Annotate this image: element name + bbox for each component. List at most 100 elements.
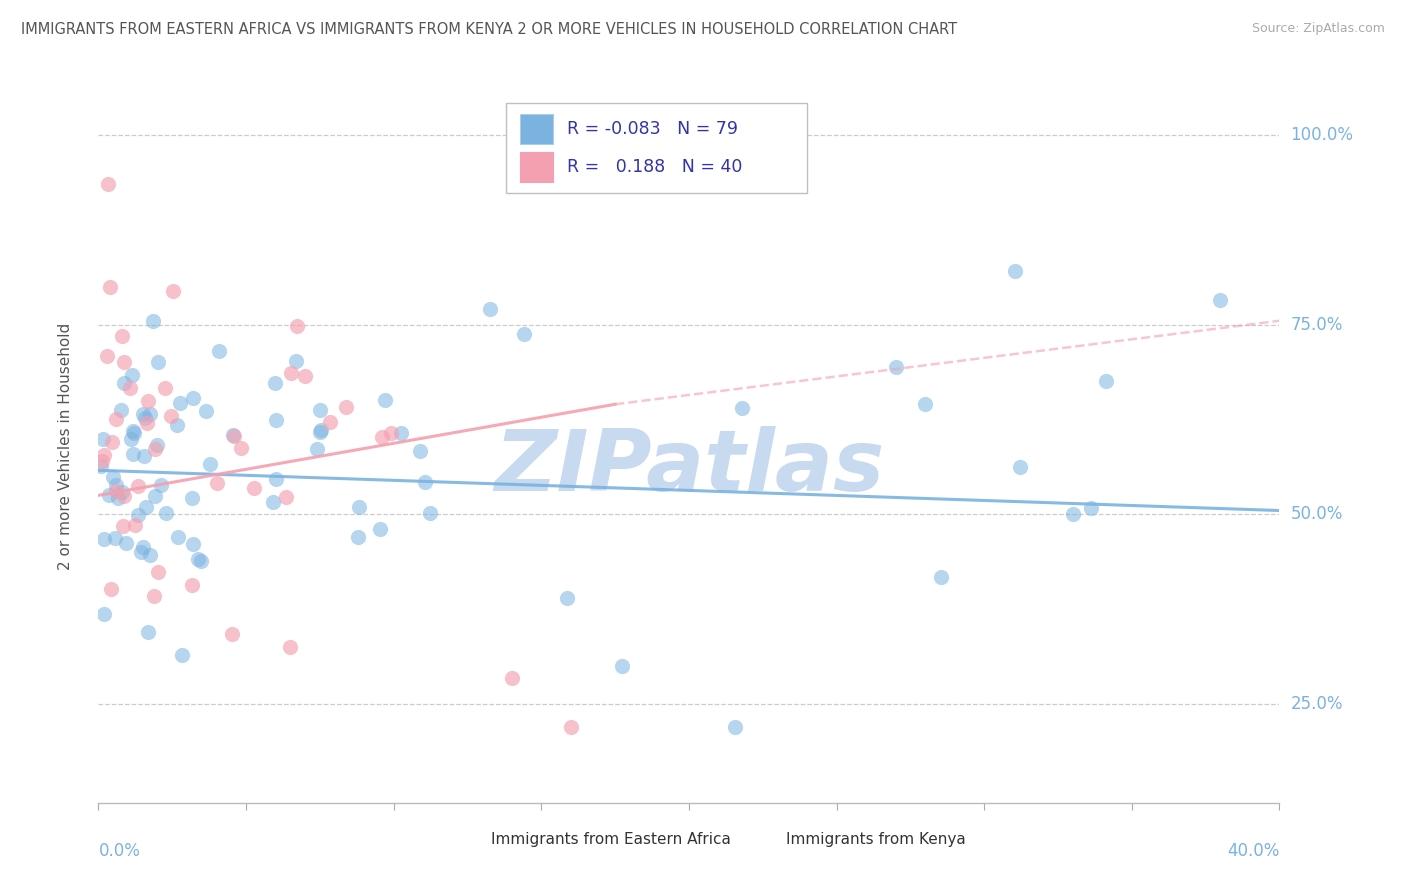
Point bbox=[112, 489, 135, 503]
Point bbox=[136, 624, 159, 639]
Point bbox=[120, 380, 142, 394]
Point bbox=[371, 430, 394, 444]
Point bbox=[145, 489, 167, 503]
Point bbox=[319, 415, 342, 429]
Point bbox=[93, 433, 115, 447]
Point bbox=[181, 577, 204, 591]
Point bbox=[308, 403, 330, 417]
Point bbox=[111, 484, 134, 499]
Point bbox=[93, 532, 115, 546]
Point bbox=[308, 425, 330, 440]
Point bbox=[121, 368, 143, 383]
Point bbox=[1095, 375, 1118, 389]
Point bbox=[146, 354, 169, 368]
Point bbox=[419, 506, 441, 520]
Point bbox=[264, 472, 287, 486]
Point bbox=[181, 491, 204, 505]
Point bbox=[105, 483, 128, 498]
Point bbox=[127, 508, 149, 522]
Bar bbox=[520, 114, 553, 145]
Point bbox=[513, 327, 536, 342]
Point bbox=[143, 442, 166, 457]
Point bbox=[389, 425, 412, 440]
Point bbox=[136, 393, 159, 408]
Bar bbox=[458, 830, 485, 851]
Point bbox=[479, 302, 502, 317]
Point bbox=[115, 536, 138, 550]
Point bbox=[222, 427, 245, 442]
Text: 50.0%: 50.0% bbox=[1291, 506, 1343, 524]
Point bbox=[285, 318, 308, 333]
Point bbox=[143, 589, 166, 603]
Point bbox=[166, 418, 188, 433]
Text: 25.0%: 25.0% bbox=[1291, 695, 1343, 713]
Point bbox=[162, 284, 184, 298]
Point bbox=[221, 627, 243, 641]
Point bbox=[205, 476, 228, 491]
Point bbox=[150, 477, 173, 491]
Point bbox=[104, 531, 127, 545]
Text: R = -0.083   N = 79: R = -0.083 N = 79 bbox=[567, 120, 738, 138]
Point bbox=[120, 432, 142, 446]
Point bbox=[100, 582, 122, 596]
Text: 100.0%: 100.0% bbox=[1291, 126, 1354, 144]
Point bbox=[335, 400, 357, 414]
Point bbox=[560, 720, 582, 734]
Point bbox=[111, 329, 134, 343]
Point bbox=[167, 530, 190, 544]
Point bbox=[101, 434, 124, 449]
Point bbox=[105, 478, 128, 492]
Point bbox=[90, 454, 112, 468]
Point bbox=[207, 344, 229, 359]
Point bbox=[111, 519, 134, 533]
Point bbox=[305, 442, 328, 456]
Point bbox=[1008, 460, 1031, 475]
Point bbox=[121, 447, 143, 461]
Point bbox=[160, 409, 183, 423]
Point bbox=[555, 591, 578, 605]
Point bbox=[368, 522, 391, 536]
Point bbox=[90, 458, 112, 473]
Point bbox=[138, 407, 160, 421]
Point bbox=[134, 411, 156, 425]
Point bbox=[132, 540, 155, 554]
Point bbox=[124, 518, 146, 533]
Point bbox=[122, 426, 145, 441]
Point bbox=[929, 569, 952, 583]
Point bbox=[107, 491, 129, 505]
Point bbox=[198, 458, 221, 472]
Point bbox=[146, 438, 169, 452]
Point bbox=[243, 481, 266, 495]
Point bbox=[264, 413, 287, 427]
Point bbox=[153, 381, 176, 395]
Point bbox=[129, 545, 152, 559]
Point bbox=[1209, 293, 1232, 307]
Point bbox=[380, 426, 402, 441]
Point bbox=[280, 367, 302, 381]
Point bbox=[146, 566, 169, 580]
Text: 40.0%: 40.0% bbox=[1227, 842, 1279, 860]
Bar bbox=[754, 830, 780, 851]
Point bbox=[121, 424, 143, 438]
Point bbox=[135, 416, 157, 430]
Point bbox=[724, 720, 747, 734]
Point bbox=[190, 554, 212, 568]
Point bbox=[374, 393, 396, 408]
Point bbox=[501, 671, 523, 685]
Point bbox=[135, 500, 157, 515]
Text: ZIPatlas: ZIPatlas bbox=[494, 425, 884, 509]
Point bbox=[181, 537, 204, 551]
Point bbox=[112, 355, 135, 369]
Text: R =   0.188   N = 40: R = 0.188 N = 40 bbox=[567, 158, 742, 176]
Text: Source: ZipAtlas.com: Source: ZipAtlas.com bbox=[1251, 22, 1385, 36]
Point bbox=[884, 360, 907, 375]
Text: 0.0%: 0.0% bbox=[98, 842, 141, 860]
Text: Immigrants from Eastern Africa: Immigrants from Eastern Africa bbox=[491, 832, 730, 847]
Point bbox=[347, 500, 370, 515]
Point bbox=[104, 412, 127, 426]
Point bbox=[731, 401, 754, 415]
Bar bbox=[520, 152, 553, 182]
Point bbox=[229, 441, 252, 455]
Point bbox=[155, 506, 177, 520]
Point bbox=[139, 548, 162, 562]
